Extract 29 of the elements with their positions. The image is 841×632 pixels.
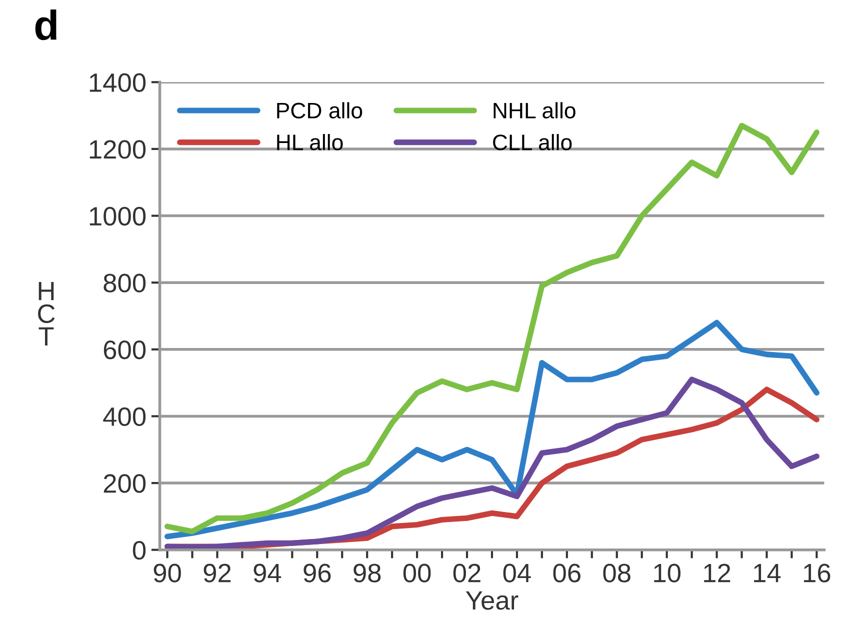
x-tick-label: 12 [704,564,730,582]
x-tick-label: 10 [654,564,680,582]
x-tick-label: 92 [204,564,231,582]
x-tick-label: 14 [754,564,781,582]
x-tick-label: 08 [603,564,630,582]
x-tick-label: 16 [804,564,830,582]
x-axis-title: Year [466,591,518,610]
y-tick-label: 1000 [90,206,146,226]
legend-label: NHL allo [494,102,576,118]
x-tick-label: 90 [154,564,181,582]
y-tick-label: 400 [103,407,146,426]
x-tick-label: 04 [503,564,531,582]
y-tick-label: 1200 [90,140,146,159]
legend-label: PCD allo [277,102,362,118]
x-tick-label: 96 [304,564,331,582]
x-tick-label: 94 [254,564,282,582]
y-tick-label: 1400 [90,73,146,92]
y-tick-label: 200 [104,474,146,493]
x-tick-label: 02 [453,564,480,582]
x-tick-label: 00 [403,564,431,582]
y-tick-label: 600 [104,340,146,360]
y-tick-label: 800 [104,274,146,292]
chart-title: d [35,9,56,40]
x-tick-label: 06 [553,564,580,582]
y-axis-title: H C T [38,282,55,346]
legend-label: HL allo [277,134,343,150]
x-tick-label: 98 [354,564,381,582]
y-tick-label: 0 [132,540,146,560]
legend-label: CLL allo [493,134,572,150]
